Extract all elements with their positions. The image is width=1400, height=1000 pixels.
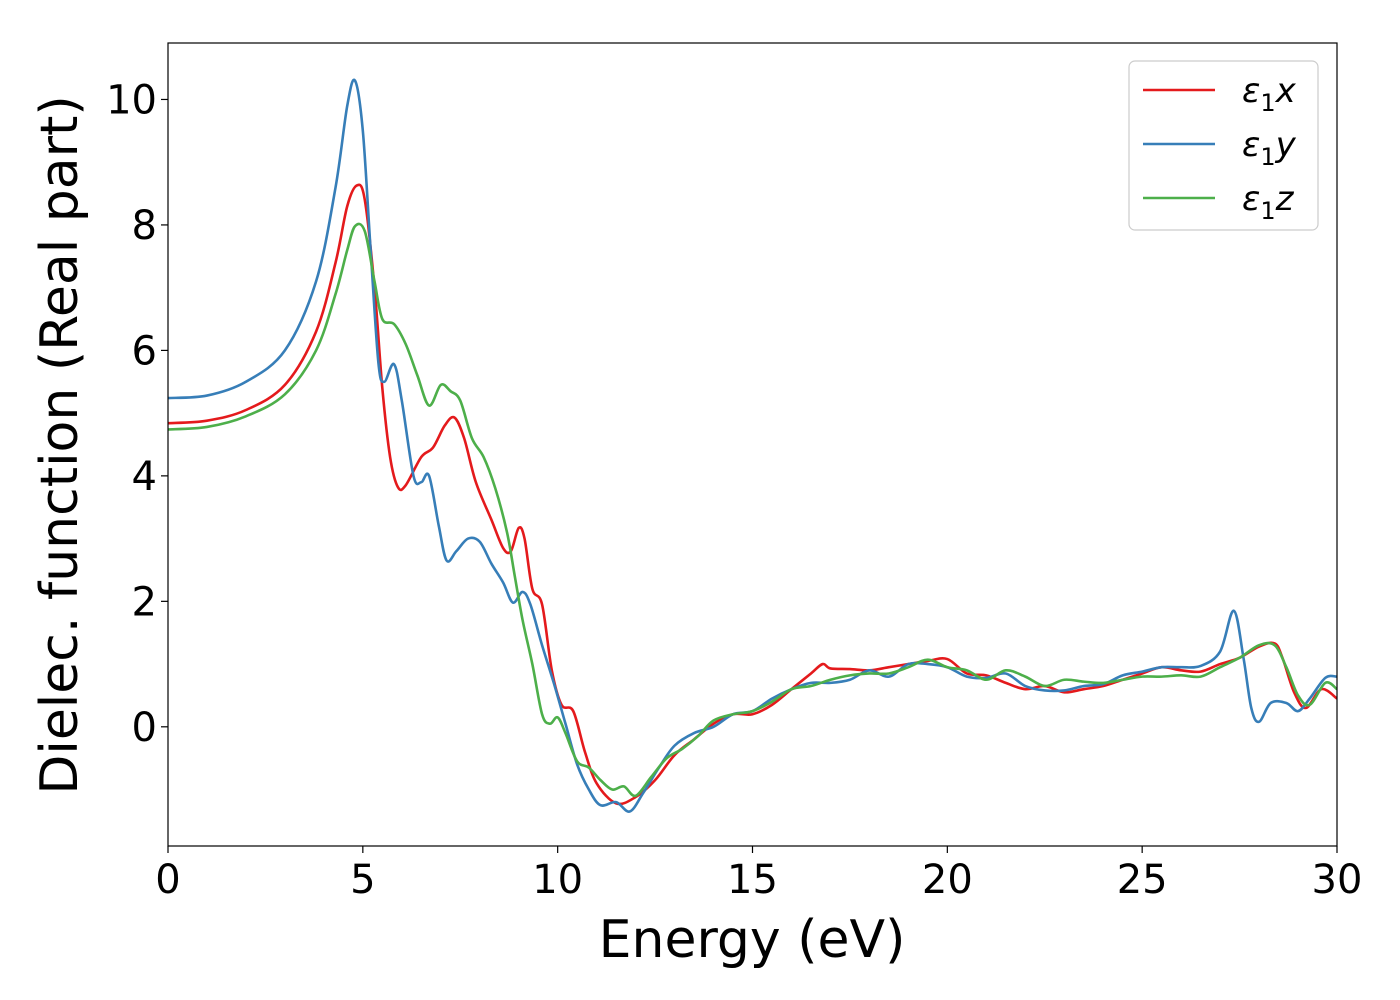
legend-label-y: ε1y	[1242, 125, 1297, 171]
legend-box	[1128, 60, 1319, 231]
x-tick-label: 15	[727, 857, 778, 903]
y-tick-label: 4	[132, 454, 157, 500]
series-line-y	[168, 78, 1337, 813]
y-tick-label: 2	[132, 579, 157, 625]
x-tick-label: 0	[155, 857, 180, 903]
x-tick-label: 25	[1117, 857, 1168, 903]
series-layer	[168, 78, 1337, 813]
y-axis-label: Dielec. function (Real part)	[30, 95, 90, 794]
y-tick-label: 8	[132, 203, 157, 249]
series-line-z	[168, 222, 1337, 798]
y-tick-label: 0	[132, 705, 157, 751]
x-tick-label: 5	[350, 857, 375, 903]
legend: ε1x ε1y ε1z	[1128, 60, 1319, 231]
x-tick-label: 10	[532, 857, 583, 903]
legend-label-x: ε1x	[1242, 71, 1297, 117]
y-tick-label: 10	[106, 77, 157, 123]
legend-label-z: ε1z	[1242, 179, 1295, 225]
x-ticks: 0 5 10 15 20 25 30	[155, 846, 1362, 903]
y-tick-label: 6	[132, 328, 157, 374]
x-tick-label: 30	[1312, 857, 1363, 903]
x-axis-label: Energy (eV)	[599, 910, 906, 970]
x-tick-label: 20	[922, 857, 973, 903]
y-ticks: 0 2 4 6 8 10	[106, 77, 168, 751]
